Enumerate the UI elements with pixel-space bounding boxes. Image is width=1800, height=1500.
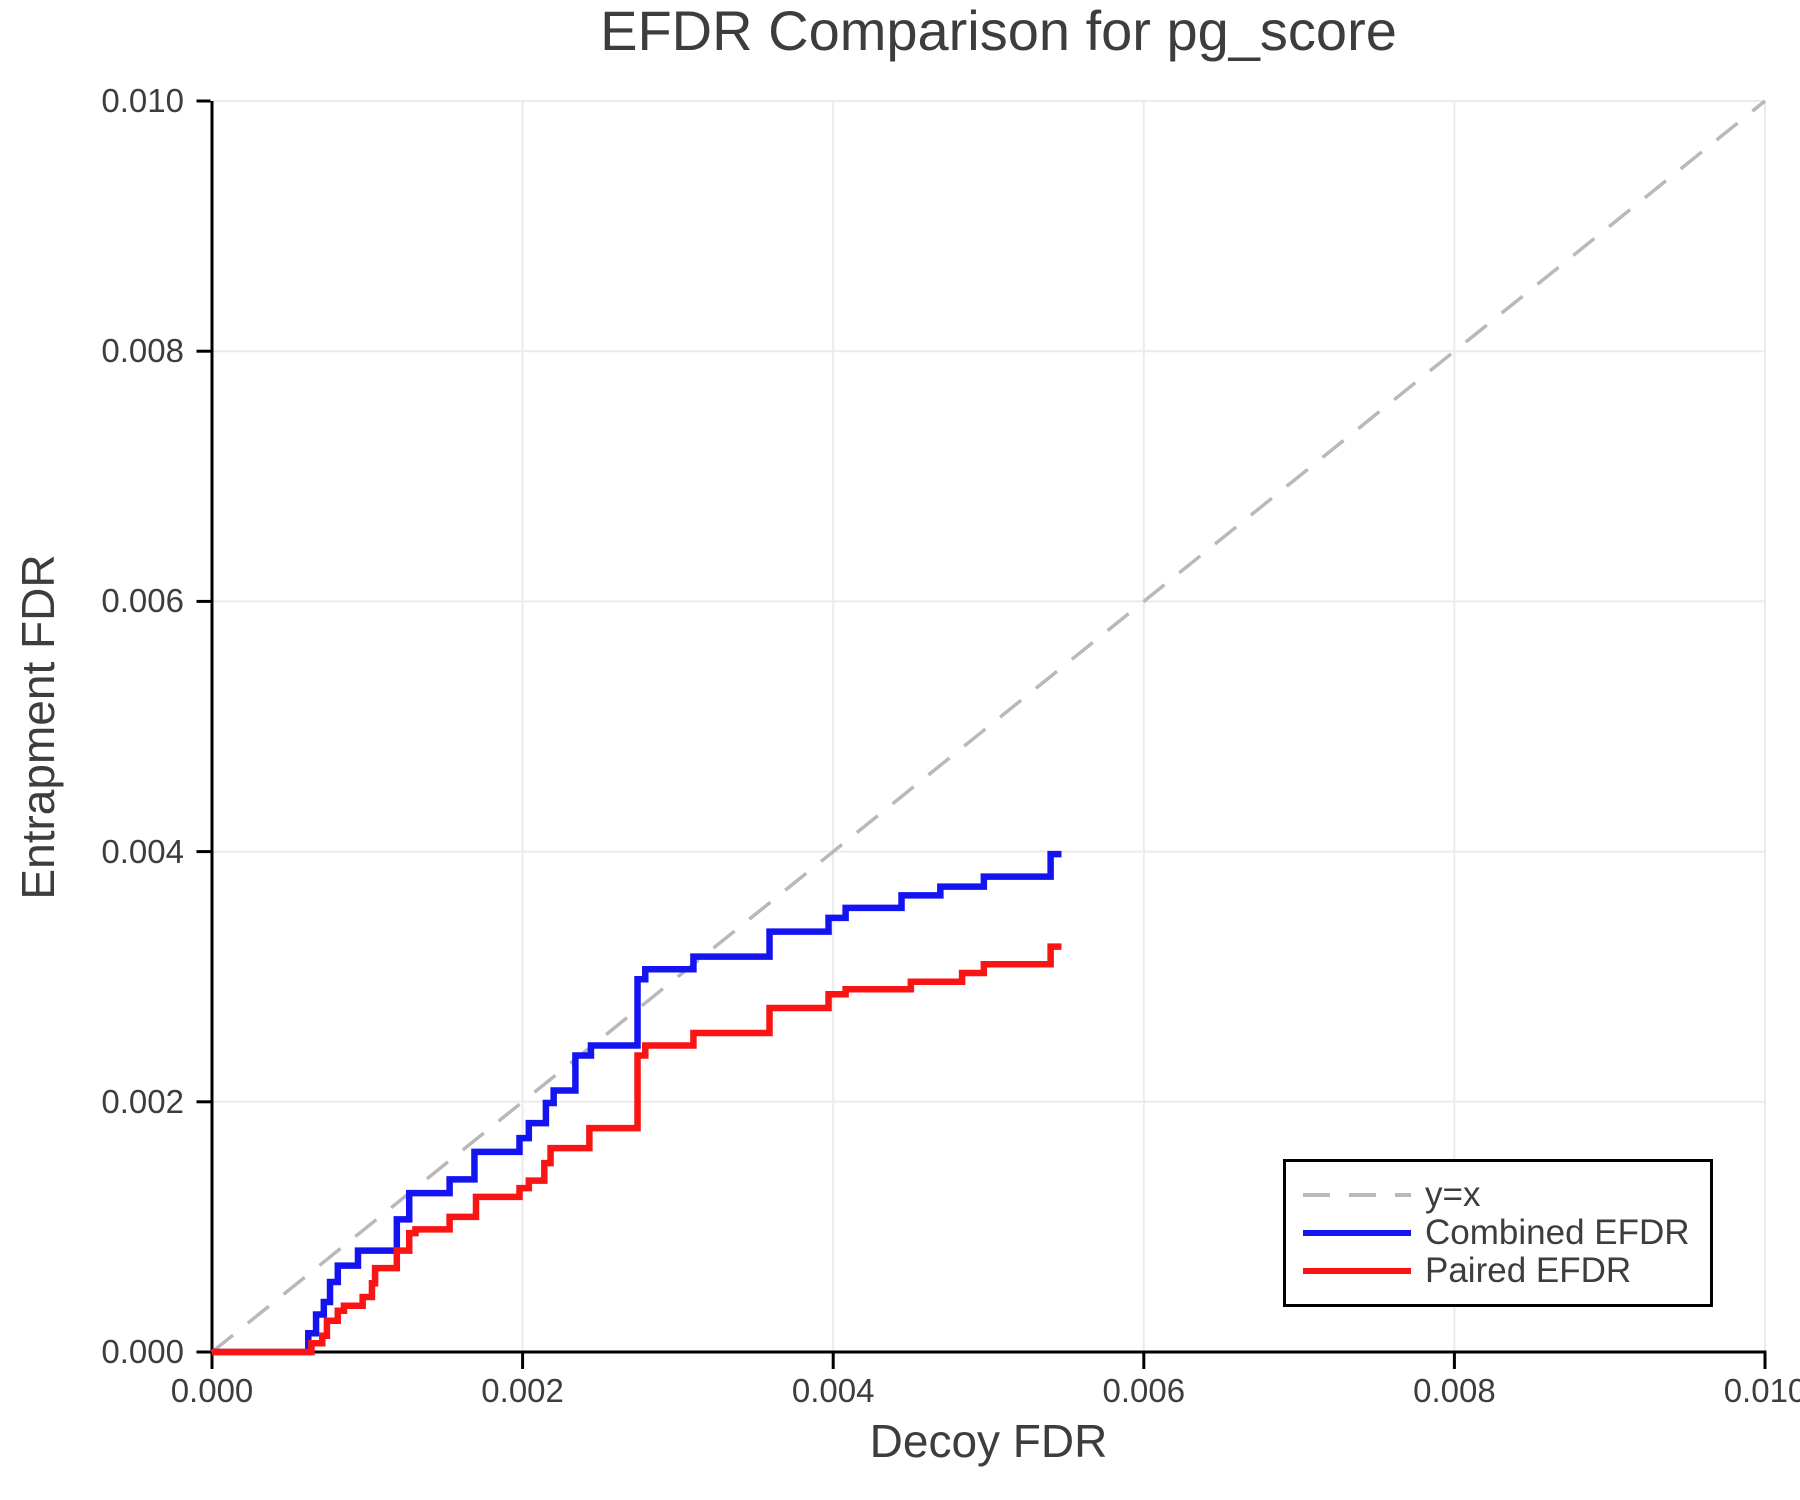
- x-tick-label: 0.006: [1102, 1372, 1186, 1409]
- paired-efdr-line: [212, 943, 1062, 1356]
- legend-label-combined: Combined EFDR: [1425, 1213, 1690, 1252]
- x-tick-label: 0.008: [1413, 1372, 1496, 1409]
- legend-label-identity: y=x: [1425, 1175, 1481, 1214]
- x-axis-label: Decoy FDR: [869, 1415, 1108, 1467]
- combined-line-sample-icon: [1303, 1230, 1411, 1236]
- legend-entry-identity: y=x: [1303, 1175, 1710, 1214]
- legend-label-paired: Paired EFDR: [1425, 1251, 1632, 1290]
- x-tick-label: 0.004: [791, 1372, 875, 1409]
- y-tick-label: 0.008: [101, 332, 184, 370]
- chart-title: EFDR Comparison for pg_score: [600, 0, 1397, 62]
- y-tick-label: 0.006: [101, 582, 184, 620]
- legend-entry-paired: Paired EFDR: [1303, 1251, 1710, 1290]
- combined-efdr-line: [212, 850, 1062, 1356]
- legend-entry-combined: Combined EFDR: [1303, 1213, 1710, 1252]
- x-tick-label: 0.010: [1723, 1372, 1800, 1409]
- identity-line: [210, 99, 1767, 1354]
- legend: y=x Combined EFDR Paired EFDR: [1283, 1159, 1713, 1307]
- x-tick-label: 0.000: [170, 1372, 254, 1409]
- y-tick-label: 0.004: [101, 832, 184, 870]
- paired-line-sample-icon: [1303, 1268, 1411, 1274]
- identity-line-sample-icon: [1303, 1193, 1411, 1197]
- y-tick-label: 0.002: [101, 1082, 184, 1120]
- x-tick-label: 0.002: [481, 1372, 564, 1409]
- y-tick-label: 0.010: [101, 82, 184, 119]
- y-tick-label: 0.000: [101, 1333, 184, 1370]
